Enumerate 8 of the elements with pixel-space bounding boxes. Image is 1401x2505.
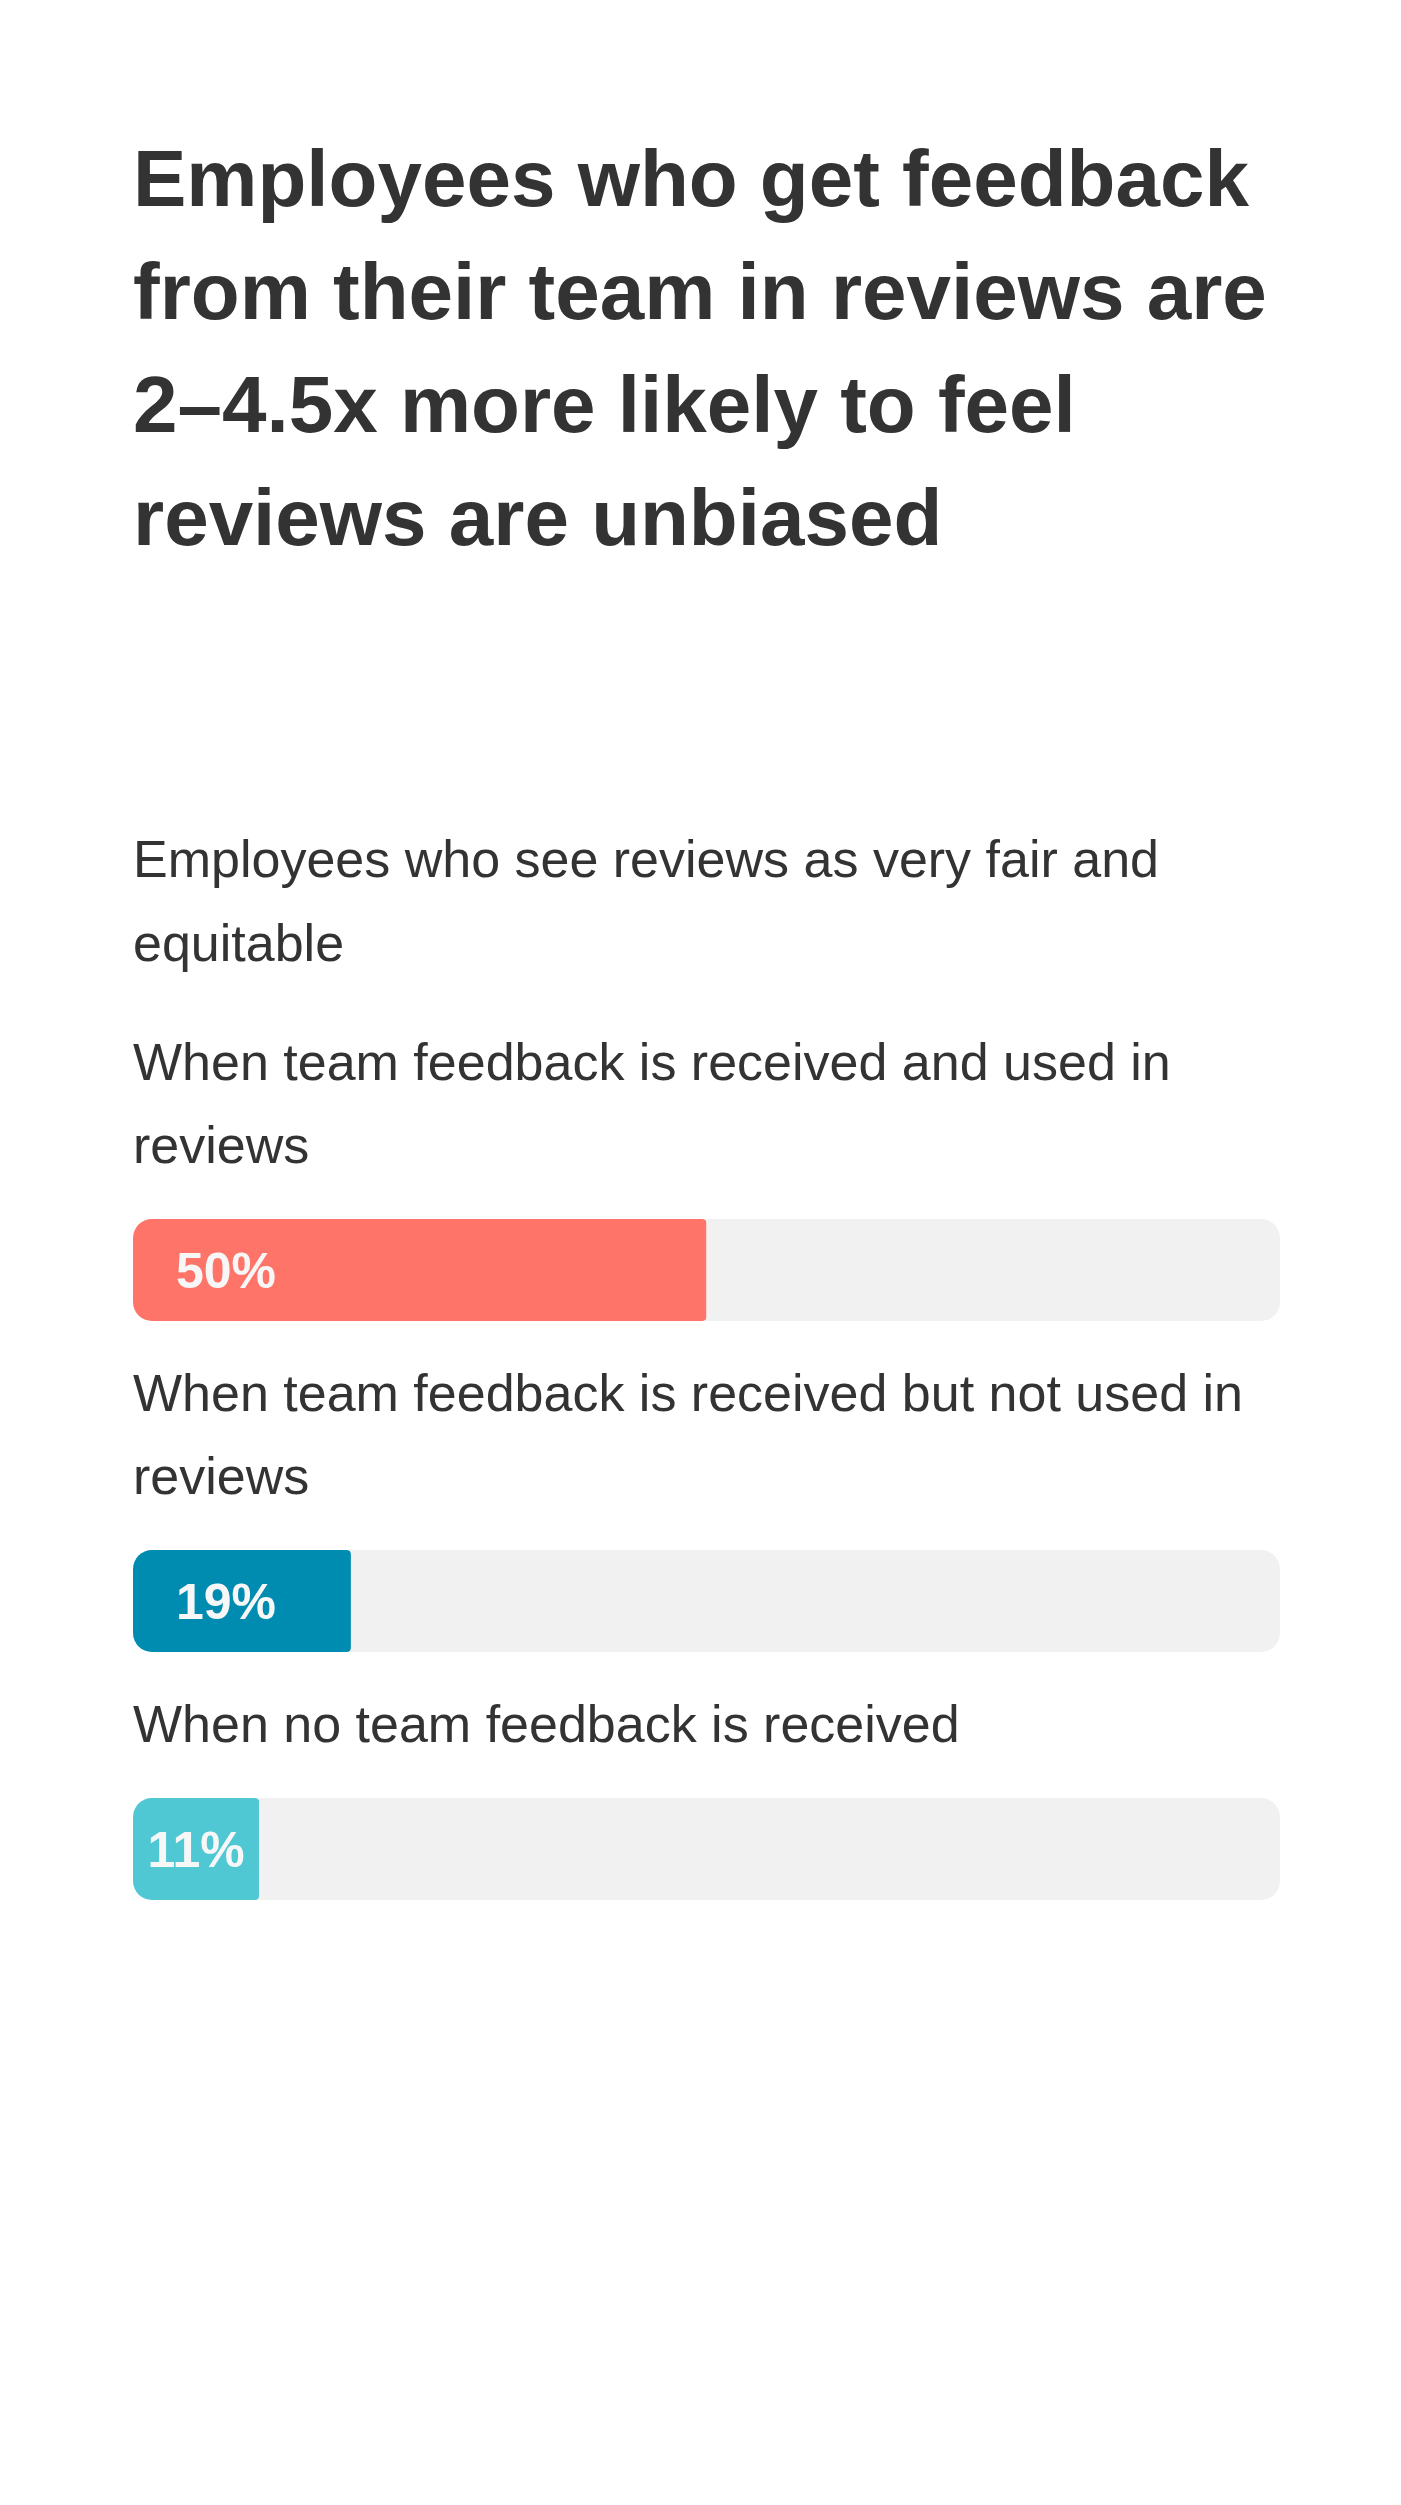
chart-title: Employees who get feedback from their team in reviews are 2–4.5x more likely to feel reviews are unbiased xyxy=(133,134,1267,562)
y-tick-label: When team feedback is received and used in reviews xyxy=(133,1033,1171,1174)
data-label: 50% xyxy=(176,1243,277,1299)
data-label: 11% xyxy=(147,1822,245,1878)
y-tick-label: When no team feedback is received xyxy=(133,1695,960,1753)
data-label: 19% xyxy=(176,1574,277,1630)
chart-subtitle: Employees who see reviews as very fair and equitable xyxy=(133,830,1160,972)
y-tick-label: When team feedback is received but not used in reviews xyxy=(133,1364,1243,1505)
